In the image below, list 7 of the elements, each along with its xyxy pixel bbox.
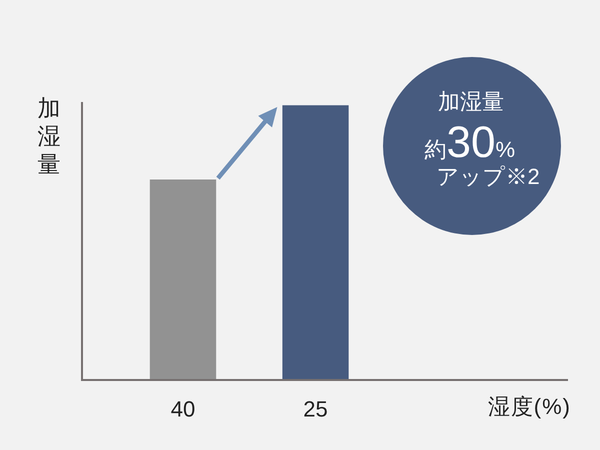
x-tick-label: 40 [170, 396, 196, 422]
text: 加湿量 [438, 89, 504, 114]
x-tick-label: 25 [303, 396, 328, 422]
text: 約30% [424, 118, 516, 167]
text: アップ※2 [436, 164, 540, 189]
x-axis-title: 湿度(%) [488, 394, 571, 419]
y-axis-title: 加湿量 [37, 94, 61, 178]
